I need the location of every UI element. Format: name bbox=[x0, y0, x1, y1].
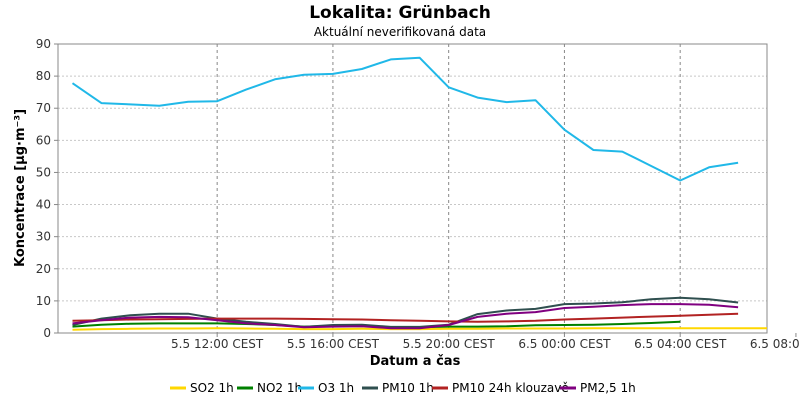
x-axis-label: Datum a čas bbox=[370, 354, 461, 369]
legend-label: SO2 1h bbox=[190, 381, 234, 395]
series-line bbox=[72, 312, 739, 323]
series-line bbox=[72, 303, 739, 330]
y-tick-label: 30 bbox=[36, 230, 51, 244]
y-axis-ticks: 0 10 20 30 40 50 60 70 80 90 bbox=[36, 37, 58, 340]
y-tick-label: 20 bbox=[36, 262, 51, 276]
x-axis-ticks: 5.5 12:00 CEST 5.5 16:00 CEST 5.5 20:00 CE… bbox=[171, 333, 800, 351]
y-tick-label: 80 bbox=[36, 69, 51, 83]
x-tick-label: 5.5 12:00 CEST bbox=[171, 337, 264, 351]
y-tick-label: 70 bbox=[36, 101, 51, 115]
legend-label: NO2 1h bbox=[257, 381, 302, 395]
x-tick-label: 5.5 20:00 CEST bbox=[403, 337, 496, 351]
chart-title: Lokalita: Grünbach bbox=[309, 3, 491, 23]
y-tick-label: 40 bbox=[36, 198, 51, 212]
grid bbox=[58, 43, 767, 333]
x-tick-label: 6.5 04:00 CEST bbox=[634, 337, 727, 351]
y-tick-label: 10 bbox=[36, 294, 51, 308]
x-tick-label: 5.5 16:00 CEST bbox=[287, 337, 380, 351]
legend-label: PM2,5 1h bbox=[580, 381, 636, 395]
series-layer bbox=[71, 56, 767, 331]
legend: SO2 1h NO2 1h O3 1h PM10 1h PM10 24h klouzav… bbox=[170, 381, 636, 395]
y-tick-label: 90 bbox=[36, 37, 51, 51]
series-line bbox=[71, 56, 739, 182]
y-axis-label: Koncentrace [µg·m⁻³] bbox=[13, 109, 28, 267]
series-line bbox=[72, 296, 739, 328]
legend-label: PM10 1h bbox=[382, 381, 434, 395]
y-tick-label: 0 bbox=[43, 326, 51, 340]
x-tick-label: 6.5 08:00 CEST bbox=[750, 337, 800, 351]
legend-label: PM10 24h klouzavě bbox=[452, 381, 569, 395]
chart-subtitle: Aktuální neverifikovaná data bbox=[314, 25, 486, 39]
x-tick-label: 6.5 00:00 CEST bbox=[518, 337, 611, 351]
legend-label: O3 1h bbox=[318, 381, 354, 395]
y-tick-label: 60 bbox=[36, 133, 51, 147]
plot-area bbox=[57, 43, 768, 334]
y-tick-label: 50 bbox=[36, 165, 51, 179]
